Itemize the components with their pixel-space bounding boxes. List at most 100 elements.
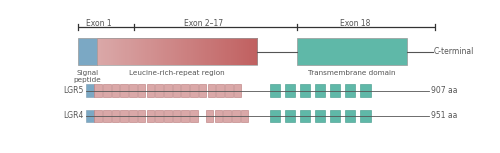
Bar <box>300 84 310 97</box>
Bar <box>175 38 178 65</box>
Bar <box>185 38 188 65</box>
Bar <box>256 38 258 65</box>
Bar <box>159 38 162 65</box>
Bar <box>138 84 145 97</box>
Text: Signal
peptide: Signal peptide <box>74 70 101 83</box>
Bar <box>120 38 124 65</box>
Bar <box>96 38 258 65</box>
Bar <box>156 84 163 97</box>
Bar <box>108 38 112 65</box>
Text: Leucine-rich-repeat region: Leucine-rich-repeat region <box>129 70 225 76</box>
Bar <box>214 110 222 122</box>
Bar <box>270 110 280 122</box>
Bar <box>100 38 103 65</box>
Bar <box>193 38 196 65</box>
Bar <box>190 84 198 97</box>
Bar <box>197 38 200 65</box>
Bar <box>155 38 158 65</box>
Bar <box>250 38 252 65</box>
Bar <box>190 110 198 122</box>
Bar <box>234 38 236 65</box>
Bar <box>181 38 184 65</box>
Bar <box>153 38 156 65</box>
Bar <box>129 110 136 122</box>
Bar <box>106 38 110 65</box>
Bar <box>224 110 231 122</box>
Bar <box>216 84 224 97</box>
Bar <box>120 84 128 97</box>
Text: 951 aa: 951 aa <box>430 111 457 120</box>
Bar <box>297 38 408 65</box>
Bar <box>228 38 230 65</box>
Bar <box>86 84 94 97</box>
Text: Exon 2–17: Exon 2–17 <box>184 19 224 28</box>
Bar <box>135 38 138 65</box>
Bar <box>127 38 130 65</box>
Bar <box>232 110 239 122</box>
Bar <box>163 38 166 65</box>
Bar <box>161 38 164 65</box>
Bar <box>244 38 246 65</box>
Bar <box>112 110 120 122</box>
Bar <box>98 38 102 65</box>
Bar <box>232 38 234 65</box>
Bar <box>195 38 198 65</box>
Bar <box>330 110 340 122</box>
Bar <box>102 38 106 65</box>
Bar <box>86 110 94 122</box>
Bar <box>248 38 250 65</box>
Bar <box>199 38 202 65</box>
Bar <box>94 110 102 122</box>
Bar <box>164 110 172 122</box>
Bar <box>78 38 96 65</box>
Bar <box>118 38 122 65</box>
Bar <box>221 38 224 65</box>
Bar <box>360 84 370 97</box>
Bar <box>199 84 206 97</box>
Text: 907 aa: 907 aa <box>430 86 457 95</box>
Bar <box>240 38 242 65</box>
Bar <box>167 38 170 65</box>
Bar <box>182 84 189 97</box>
Bar <box>226 38 228 65</box>
Text: Transmembrane domain: Transmembrane domain <box>308 70 396 76</box>
Bar <box>242 38 244 65</box>
Bar <box>171 38 174 65</box>
Bar <box>346 110 356 122</box>
Bar <box>206 110 214 122</box>
Text: Exon 18: Exon 18 <box>340 19 370 28</box>
Bar <box>169 38 172 65</box>
Bar <box>112 84 120 97</box>
Bar <box>236 38 238 65</box>
Bar <box>149 38 152 65</box>
Bar <box>177 38 180 65</box>
Bar <box>141 38 144 65</box>
Bar <box>213 38 216 65</box>
Bar <box>285 84 295 97</box>
Bar <box>172 110 180 122</box>
Bar <box>137 38 140 65</box>
Bar <box>157 38 160 65</box>
Bar <box>146 84 154 97</box>
Text: LGR4: LGR4 <box>64 111 84 120</box>
Bar <box>246 38 248 65</box>
Bar <box>300 110 310 122</box>
Bar <box>133 38 136 65</box>
Bar <box>183 38 186 65</box>
Bar <box>211 38 214 65</box>
Bar <box>120 110 128 122</box>
Bar <box>151 38 154 65</box>
Bar <box>131 38 134 65</box>
Bar <box>143 38 146 65</box>
Bar <box>208 84 215 97</box>
Bar <box>254 38 256 65</box>
Bar <box>285 110 295 122</box>
Bar <box>103 84 110 97</box>
Bar <box>203 38 206 65</box>
Bar <box>230 38 232 65</box>
Bar <box>182 110 189 122</box>
Bar <box>252 38 254 65</box>
Bar <box>129 84 136 97</box>
Bar <box>165 38 168 65</box>
Bar <box>225 84 232 97</box>
